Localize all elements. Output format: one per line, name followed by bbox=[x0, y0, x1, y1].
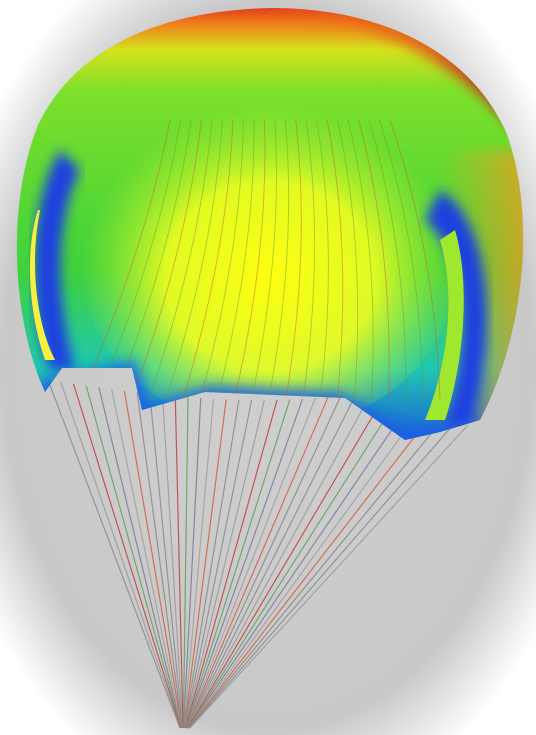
canopy-seam bbox=[165, 119, 223, 401]
suspension-lines bbox=[47, 379, 469, 729]
suspension-line bbox=[184, 399, 278, 729]
blue-left bbox=[33, 150, 80, 370]
suspension-line bbox=[185, 399, 291, 729]
suspension-line bbox=[60, 381, 181, 729]
canopy-seam bbox=[182, 119, 234, 401]
canopy-seam bbox=[368, 119, 407, 401]
canopy-seam bbox=[389, 119, 441, 401]
suspension-line bbox=[98, 387, 182, 729]
canopy-seam bbox=[79, 119, 171, 401]
suspension-line bbox=[184, 399, 265, 729]
suspension-line bbox=[186, 397, 329, 729]
suspension-line bbox=[184, 399, 253, 729]
suspension-line bbox=[183, 399, 227, 729]
suspension-line bbox=[187, 408, 393, 729]
suspension-line bbox=[187, 405, 380, 729]
canopy-seam bbox=[347, 119, 374, 401]
canopy-seam bbox=[113, 119, 192, 401]
canopy-seam bbox=[285, 119, 302, 401]
canopy-seam bbox=[268, 119, 290, 401]
canopy-seam bbox=[130, 119, 202, 401]
suspension-line bbox=[47, 379, 181, 729]
suspension-line bbox=[185, 397, 316, 729]
suspension-line bbox=[85, 385, 182, 729]
suspension-line bbox=[183, 398, 202, 729]
stress-core bbox=[80, 90, 460, 430]
canopy-seam bbox=[216, 119, 255, 401]
suspension-line bbox=[111, 389, 183, 729]
suspension-line bbox=[161, 395, 184, 729]
suspension-line bbox=[188, 419, 444, 729]
suspension-line bbox=[72, 383, 182, 729]
suspension-line bbox=[149, 393, 184, 729]
canopy-seam bbox=[358, 119, 390, 401]
suspension-line bbox=[187, 402, 367, 729]
canopy-seam bbox=[148, 119, 213, 401]
suspension-line bbox=[183, 399, 240, 729]
canopy-seam bbox=[379, 119, 424, 401]
canopy-seams bbox=[79, 119, 441, 401]
suspension-line bbox=[189, 424, 469, 729]
blue-right bbox=[425, 190, 487, 430]
suspension-line bbox=[182, 397, 189, 729]
suspension-line bbox=[189, 421, 456, 729]
suspension-line bbox=[188, 413, 418, 729]
canopy-seam bbox=[233, 119, 266, 401]
suspension-line bbox=[187, 411, 405, 729]
suspension-line bbox=[183, 398, 215, 729]
canopy-seam bbox=[326, 119, 344, 401]
suspension-line bbox=[188, 416, 431, 729]
canopy-seam bbox=[199, 119, 244, 401]
canopy-seam bbox=[250, 119, 277, 401]
suspension-line bbox=[186, 396, 342, 729]
suspension-line bbox=[174, 396, 184, 729]
canopy-seam bbox=[302, 119, 316, 401]
canopy-seam bbox=[96, 119, 181, 401]
suspension-line bbox=[136, 392, 183, 729]
suspension-line bbox=[123, 390, 183, 729]
canopy-seam bbox=[337, 119, 359, 401]
suspension-line bbox=[185, 398, 304, 729]
suspension-line bbox=[186, 398, 354, 729]
cutout-right bbox=[425, 230, 464, 420]
canopy-seam bbox=[316, 119, 329, 401]
cutout-left bbox=[29, 210, 55, 360]
